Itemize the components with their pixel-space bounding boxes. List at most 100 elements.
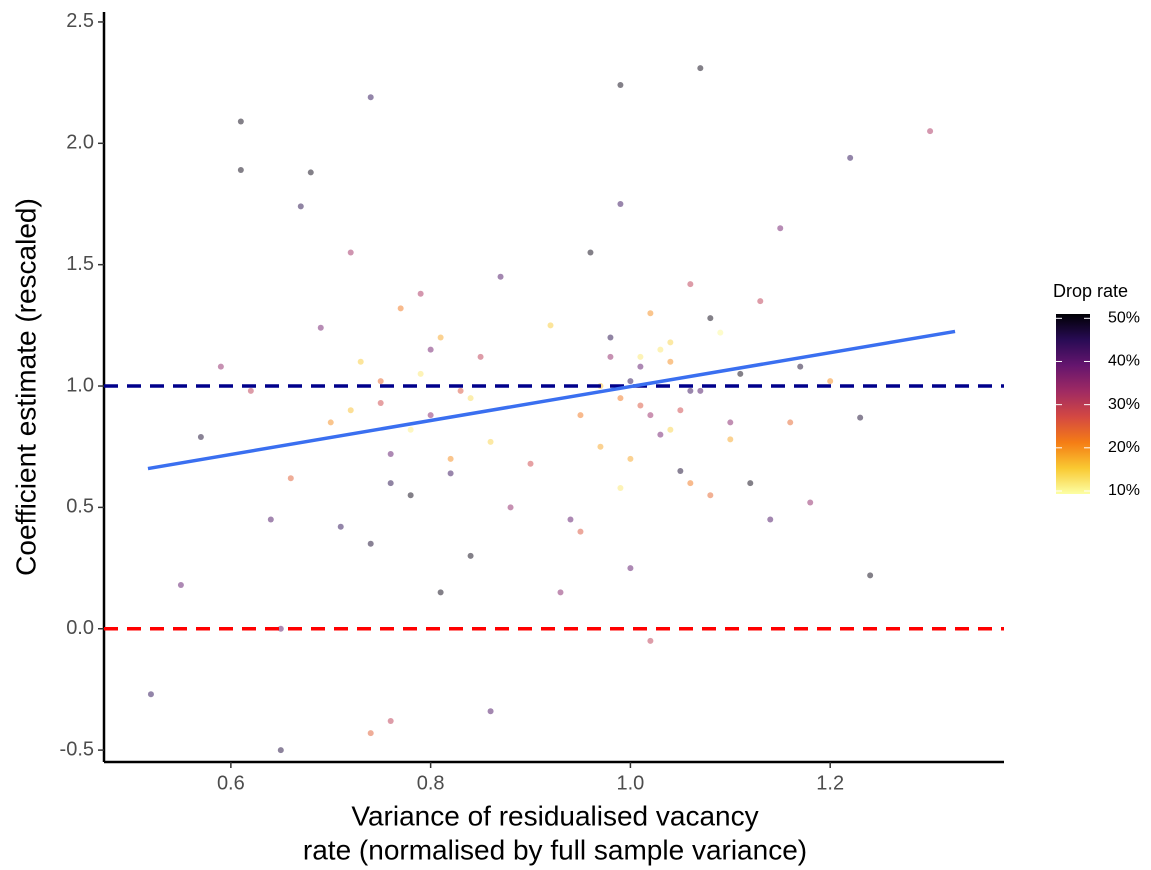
point: [267, 516, 274, 523]
point: [647, 412, 654, 419]
legend-label: 10%: [1108, 482, 1140, 499]
point: [237, 118, 244, 125]
y-tick-label: 1.0: [66, 374, 94, 396]
point: [497, 273, 504, 280]
point: [377, 378, 384, 385]
point: [607, 334, 614, 341]
point: [707, 492, 714, 499]
point: [577, 412, 584, 419]
point: [437, 589, 444, 596]
point: [467, 552, 474, 559]
colorbar: [1056, 314, 1090, 494]
legend-label: 50%: [1108, 310, 1140, 327]
point: [617, 395, 624, 402]
point: [417, 370, 424, 377]
point: [727, 436, 734, 443]
point: [657, 431, 664, 438]
point: [627, 378, 634, 385]
point: [687, 480, 694, 487]
point: [617, 82, 624, 89]
point: [637, 353, 644, 360]
point: [737, 370, 744, 377]
point: [477, 353, 484, 360]
point: [547, 322, 554, 329]
point: [417, 290, 424, 297]
point: [347, 407, 354, 414]
point: [307, 169, 314, 176]
point: [377, 400, 384, 407]
point: [577, 528, 584, 535]
point: [467, 395, 474, 402]
point: [427, 346, 434, 353]
point: [447, 470, 454, 477]
point: [237, 167, 244, 174]
point: [487, 708, 494, 715]
legend-label: 40%: [1108, 353, 1140, 370]
y-tick-label: 2.5: [66, 10, 94, 32]
point: [347, 249, 354, 256]
point: [807, 499, 814, 506]
legend-title: Drop rate: [1053, 281, 1128, 301]
point: [407, 492, 414, 499]
point: [927, 128, 934, 135]
point: [687, 387, 694, 394]
point: [557, 589, 564, 596]
point: [627, 455, 634, 462]
point: [857, 414, 864, 421]
point: [707, 315, 714, 322]
fit-line: [147, 329, 956, 471]
point: [727, 419, 734, 426]
point: [367, 94, 374, 101]
point: [177, 582, 184, 589]
point: [297, 203, 304, 210]
point: [847, 154, 854, 161]
legend-label: 30%: [1108, 396, 1140, 413]
x-axis-title: Variance of residualised vacancy: [351, 800, 758, 831]
y-tick-label: 0.5: [66, 496, 94, 518]
point: [677, 407, 684, 414]
point: [667, 339, 674, 346]
point: [217, 363, 224, 370]
point: [637, 402, 644, 409]
point: [277, 625, 284, 632]
point: [597, 443, 604, 450]
x-tick-label: 1.0: [617, 772, 645, 794]
y-tick-label: 2.0: [66, 132, 94, 154]
point: [277, 747, 284, 754]
point: [287, 475, 294, 482]
point: [687, 281, 694, 288]
point: [507, 504, 514, 511]
x-tick-label: 0.8: [417, 772, 445, 794]
legend-label: 20%: [1108, 439, 1140, 456]
point: [617, 200, 624, 207]
point: [447, 455, 454, 462]
point: [427, 412, 434, 419]
point: [637, 363, 644, 370]
point: [697, 65, 704, 72]
x-axis-title: rate (normalised by full sample variance…: [303, 834, 807, 865]
y-tick-label: 0.0: [66, 617, 94, 639]
point: [327, 419, 334, 426]
point: [677, 467, 684, 474]
y-tick-label: -0.5: [60, 738, 94, 760]
point: [587, 249, 594, 256]
point: [657, 346, 664, 353]
point: [317, 324, 324, 331]
point: [617, 484, 624, 491]
point: [647, 310, 654, 317]
y-axis-title: Coefficient estimate (rescaled): [10, 198, 41, 576]
point: [147, 691, 154, 698]
x-tick-label: 1.2: [816, 772, 844, 794]
y-tick-label: 1.5: [66, 253, 94, 275]
point: [437, 334, 444, 341]
point: [367, 730, 374, 737]
point: [367, 540, 374, 547]
point: [527, 460, 534, 467]
point: [607, 353, 614, 360]
point: [717, 329, 724, 336]
point: [647, 637, 654, 644]
point: [407, 426, 414, 433]
point: [197, 434, 204, 440]
x-tick-label: 0.6: [217, 772, 245, 794]
point: [387, 717, 394, 724]
